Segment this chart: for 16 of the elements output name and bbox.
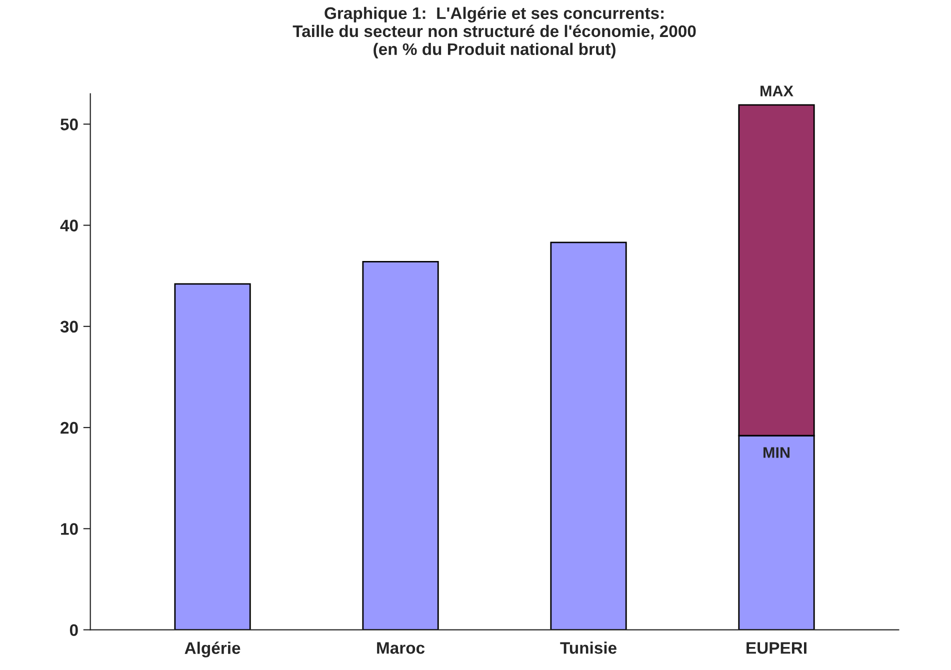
bar (550, 242, 627, 630)
y-tick-label: 0 (70, 624, 78, 636)
bar (174, 283, 251, 630)
annotation: MIN (764, 447, 790, 458)
x-tick-label: Algérie (184, 642, 240, 658)
bar (362, 260, 439, 630)
y-tick-label: 50 (60, 118, 78, 130)
chart-title: Graphique 1: L'Algérie et ses concurrents: Taille du secteur non structuré de l'économie, 2000 (en % du Produit national brut) (292, 6, 696, 58)
y-tick-label: 40 (60, 220, 78, 232)
y-tick-label: 20 (60, 422, 78, 434)
x-tick-label: Maroc (377, 642, 425, 654)
y-tick-label: 30 (60, 320, 78, 333)
x-tick-label: Tunisie (560, 642, 617, 654)
x-tick-label: EUPERI (746, 642, 806, 654)
annotation: MAX (760, 86, 794, 96)
y-tick-label: 10 (61, 523, 78, 535)
